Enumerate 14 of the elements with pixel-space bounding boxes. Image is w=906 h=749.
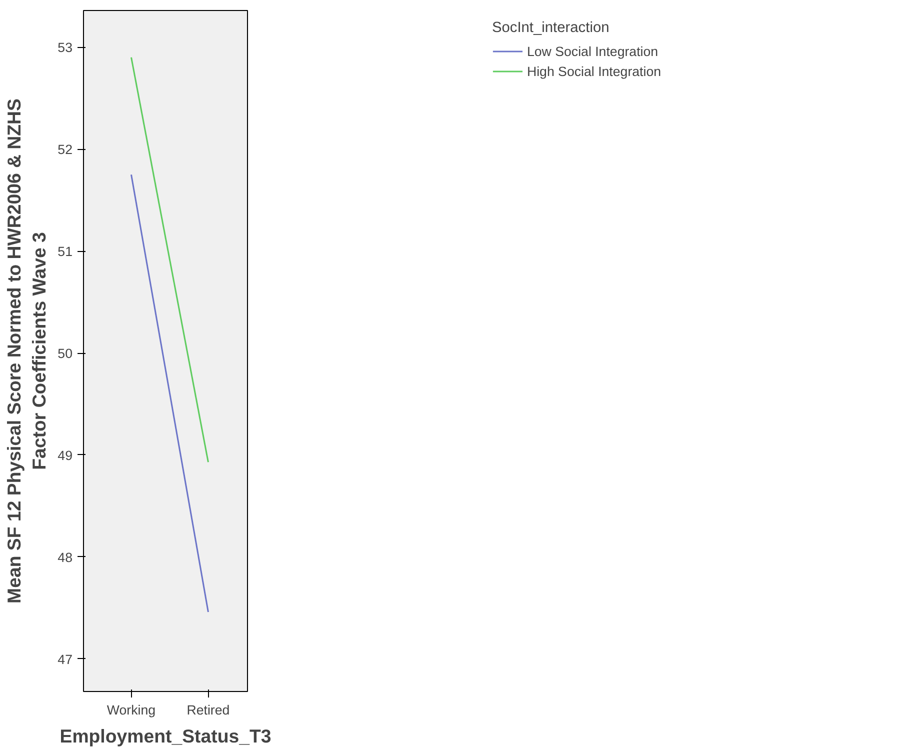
y-tick-label: 47 — [58, 652, 73, 667]
y-axis-title: Mean SF 12 Physical Score Normed to HWR2006 & NZHS Factor Coefficients Wave 3 — [3, 98, 50, 604]
legend-label: High Social Integration — [526, 64, 662, 78]
x-axis-title: Employment_Status_T3 — [60, 726, 272, 746]
legend-title: SocInt_interaction — [492, 20, 610, 36]
y-tick-label: 48 — [58, 550, 73, 565]
x-tick-label: Retired — [186, 702, 230, 718]
y-tick-label: 52 — [58, 142, 73, 158]
y-tick-label: 49 — [58, 448, 73, 463]
legend-label: Low Social Integration — [526, 44, 658, 58]
y-tick-label: 50 — [58, 346, 73, 362]
x-tick-label: Working — [106, 702, 156, 718]
y-tick-label: 53 — [58, 40, 73, 56]
y-tick-label: 51 — [58, 244, 73, 260]
